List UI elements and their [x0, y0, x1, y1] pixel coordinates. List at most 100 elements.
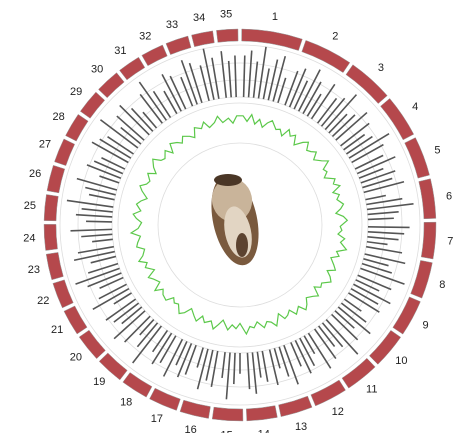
- density-bar: [294, 340, 312, 374]
- chromosome-label: 32: [139, 30, 151, 42]
- chromosome-label: 26: [29, 168, 41, 180]
- density-bar: [272, 55, 287, 102]
- density-bar: [353, 283, 391, 305]
- density-bar: [288, 68, 307, 108]
- density-bar: [107, 136, 134, 155]
- density-bar: [113, 302, 140, 323]
- chromosome-arc: [179, 399, 211, 419]
- density-bar: [348, 132, 390, 159]
- density-bar: [367, 226, 410, 229]
- density-bar: [325, 319, 359, 355]
- chromosome-arc: [43, 224, 58, 251]
- chromosome-arc: [241, 28, 303, 51]
- chromosome-arc: [98, 352, 128, 381]
- density-bar: [360, 170, 396, 184]
- density-bar: [335, 111, 368, 141]
- density-bar: [175, 341, 188, 366]
- density-bar: [180, 60, 198, 105]
- density-bar: [361, 262, 393, 274]
- density-bar: [99, 276, 124, 289]
- density-bar: [139, 93, 163, 124]
- density-bar: [233, 352, 236, 385]
- density-bar: [334, 310, 355, 329]
- chromosome-label: 12: [332, 406, 344, 418]
- density-bar: [343, 133, 366, 151]
- density-bar: [86, 220, 113, 223]
- density-bar: [321, 322, 344, 348]
- chromosome-label: 15: [220, 429, 232, 433]
- chromosome-arc: [52, 279, 74, 309]
- density-bar: [316, 97, 338, 124]
- density-bar: [307, 332, 332, 369]
- chromosome-label: 6: [446, 190, 452, 202]
- ring-line: [157, 142, 323, 308]
- density-bar: [75, 213, 113, 218]
- chromosome-label: 30: [91, 64, 103, 76]
- chromosome-label: 27: [39, 138, 51, 150]
- density-bar: [273, 348, 281, 369]
- chromosome-arc: [141, 44, 168, 67]
- density-bar: [306, 93, 322, 117]
- density-bar: [277, 77, 287, 103]
- density-bar: [247, 50, 253, 98]
- density-bar: [290, 342, 302, 367]
- density-bar: [77, 245, 114, 254]
- density-bar: [225, 352, 231, 400]
- density-bar: [310, 83, 336, 120]
- chromosome-arc: [392, 296, 421, 335]
- density-bar: [357, 274, 392, 291]
- density-bar: [340, 122, 370, 147]
- density-bar: [354, 154, 384, 170]
- density-bar: [151, 332, 173, 365]
- density-bar: [337, 306, 371, 335]
- density-bar: [343, 298, 362, 312]
- density-bar: [284, 70, 299, 106]
- gc-line: [129, 113, 349, 336]
- density-bar: [138, 81, 167, 121]
- density-bar: [180, 76, 194, 107]
- density-bar: [367, 231, 405, 235]
- chromosome-arc: [78, 329, 106, 359]
- density-bar: [242, 55, 246, 98]
- chromosome-label: 14: [258, 429, 270, 433]
- chromosome-arc: [45, 252, 64, 281]
- chromosome-arc: [341, 357, 376, 389]
- density-bar: [120, 126, 142, 145]
- density-bar: [366, 197, 403, 206]
- chromosome-label: 7: [447, 236, 453, 248]
- density-bar: [152, 90, 172, 118]
- chromosome-arc: [79, 91, 106, 119]
- chromosome-arc: [43, 194, 59, 222]
- density-bar: [348, 292, 380, 313]
- density-bar: [136, 322, 159, 348]
- chromosome-label: 17: [151, 413, 163, 425]
- density-bar: [130, 107, 154, 132]
- density-bar: [87, 272, 122, 288]
- chromosome-label: 11: [366, 384, 377, 396]
- chromosome-label: 29: [70, 86, 82, 98]
- chromosome-label: 2: [332, 31, 338, 43]
- chromosome-label: 20: [70, 351, 82, 363]
- density-bar: [116, 115, 145, 141]
- density-bar: [350, 287, 379, 305]
- density-bar: [113, 292, 132, 305]
- ring-line: [59, 44, 421, 406]
- density-bar: [151, 329, 169, 353]
- density-bar: [76, 177, 118, 191]
- density-bar: [367, 236, 399, 241]
- chromosome-arc: [149, 387, 181, 411]
- density-bar: [70, 228, 113, 232]
- density-bar: [363, 180, 405, 194]
- chromosome-label: 22: [37, 295, 49, 307]
- density-bar: [362, 177, 393, 189]
- density-bar: [366, 202, 414, 211]
- density-bar: [234, 55, 237, 98]
- chromosome-arc: [119, 56, 146, 81]
- density-bar: [184, 344, 197, 375]
- density-bar: [331, 313, 359, 341]
- density-bar: [351, 143, 384, 164]
- chromosome-arc: [98, 72, 125, 99]
- density-bar: [293, 80, 309, 110]
- density-bar: [169, 75, 187, 110]
